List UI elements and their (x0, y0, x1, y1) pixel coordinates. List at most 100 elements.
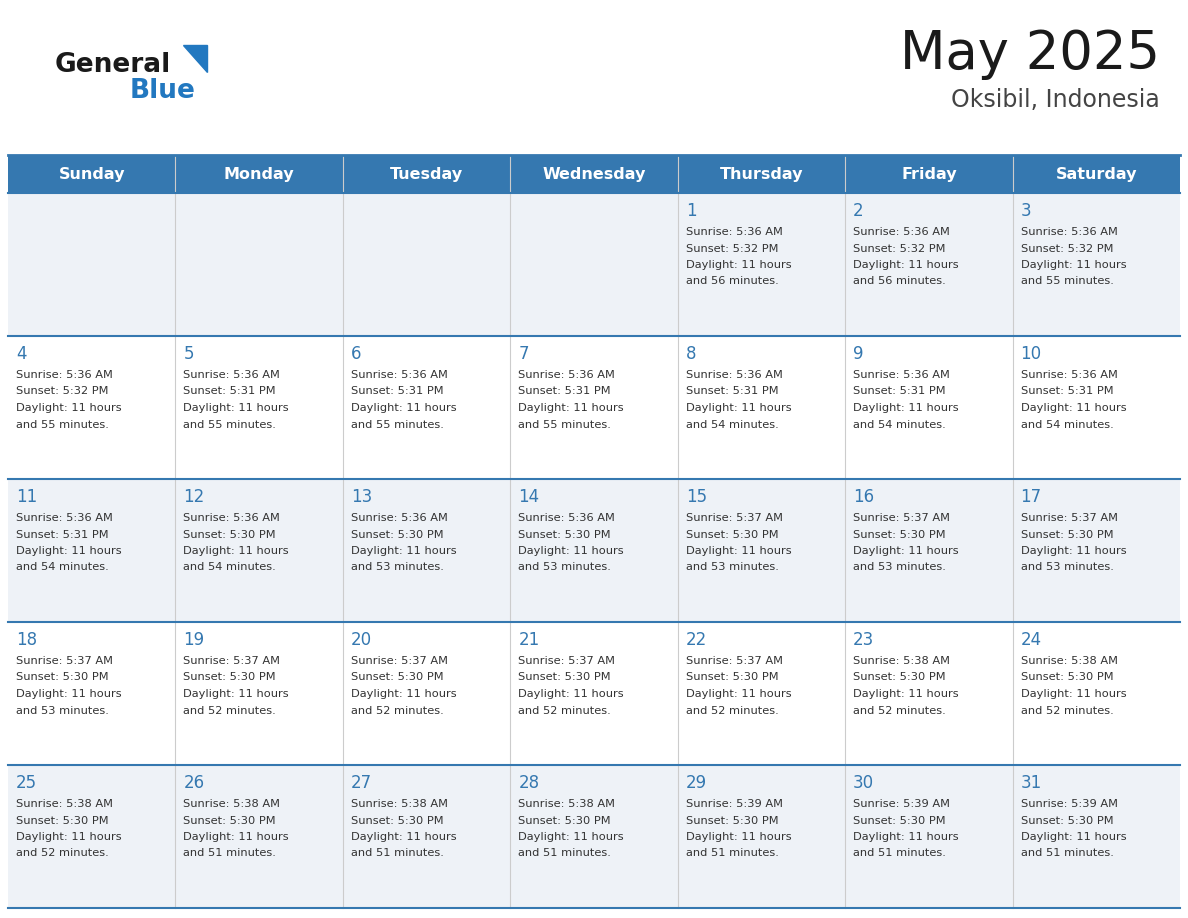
Text: Sunset: 5:30 PM: Sunset: 5:30 PM (15, 673, 108, 682)
Text: and 54 minutes.: and 54 minutes. (1020, 420, 1113, 430)
Text: and 53 minutes.: and 53 minutes. (1020, 563, 1113, 573)
Text: Daylight: 11 hours: Daylight: 11 hours (685, 403, 791, 413)
Text: May 2025: May 2025 (901, 28, 1159, 80)
Text: 14: 14 (518, 488, 539, 506)
Text: Sunset: 5:30 PM: Sunset: 5:30 PM (350, 530, 443, 540)
Text: Sunset: 5:31 PM: Sunset: 5:31 PM (15, 530, 108, 540)
Text: Daylight: 11 hours: Daylight: 11 hours (518, 832, 624, 842)
Text: and 51 minutes.: and 51 minutes. (1020, 848, 1113, 858)
Text: Sunset: 5:31 PM: Sunset: 5:31 PM (518, 386, 611, 397)
Text: 20: 20 (350, 631, 372, 649)
Text: Sunrise: 5:38 AM: Sunrise: 5:38 AM (183, 799, 280, 809)
Text: Sunrise: 5:38 AM: Sunrise: 5:38 AM (518, 799, 615, 809)
Text: 8: 8 (685, 345, 696, 363)
Text: Daylight: 11 hours: Daylight: 11 hours (518, 403, 624, 413)
Text: Sunrise: 5:37 AM: Sunrise: 5:37 AM (183, 656, 280, 666)
Text: Sunset: 5:30 PM: Sunset: 5:30 PM (15, 815, 108, 825)
Text: Sunset: 5:30 PM: Sunset: 5:30 PM (685, 673, 778, 682)
Text: Sunset: 5:30 PM: Sunset: 5:30 PM (183, 530, 276, 540)
Text: Sunrise: 5:36 AM: Sunrise: 5:36 AM (685, 227, 783, 237)
Text: 30: 30 (853, 774, 874, 792)
Text: Sunrise: 5:36 AM: Sunrise: 5:36 AM (183, 513, 280, 523)
Text: Sunrise: 5:36 AM: Sunrise: 5:36 AM (518, 513, 615, 523)
Text: 26: 26 (183, 774, 204, 792)
Text: and 52 minutes.: and 52 minutes. (15, 848, 109, 858)
Text: Daylight: 11 hours: Daylight: 11 hours (1020, 689, 1126, 699)
Text: Daylight: 11 hours: Daylight: 11 hours (15, 546, 121, 556)
Text: Sunrise: 5:36 AM: Sunrise: 5:36 AM (685, 370, 783, 380)
Text: and 53 minutes.: and 53 minutes. (518, 563, 611, 573)
Text: Sunrise: 5:37 AM: Sunrise: 5:37 AM (685, 513, 783, 523)
Text: and 55 minutes.: and 55 minutes. (15, 420, 109, 430)
Text: Daylight: 11 hours: Daylight: 11 hours (685, 260, 791, 270)
Text: and 52 minutes.: and 52 minutes. (518, 706, 611, 715)
Bar (8, 479, 1180, 622)
Text: Sunrise: 5:37 AM: Sunrise: 5:37 AM (518, 656, 615, 666)
Text: Saturday: Saturday (1055, 166, 1137, 182)
Text: and 52 minutes.: and 52 minutes. (853, 706, 946, 715)
Text: and 51 minutes.: and 51 minutes. (518, 848, 611, 858)
Text: General: General (55, 52, 171, 78)
Polygon shape (183, 45, 207, 72)
Text: 22: 22 (685, 631, 707, 649)
Text: and 55 minutes.: and 55 minutes. (518, 420, 611, 430)
Text: Sunset: 5:30 PM: Sunset: 5:30 PM (350, 673, 443, 682)
Text: Daylight: 11 hours: Daylight: 11 hours (853, 832, 959, 842)
Text: 6: 6 (350, 345, 361, 363)
Text: Sunset: 5:30 PM: Sunset: 5:30 PM (1020, 673, 1113, 682)
Text: Sunrise: 5:37 AM: Sunrise: 5:37 AM (1020, 513, 1118, 523)
Text: and 51 minutes.: and 51 minutes. (183, 848, 277, 858)
Text: Sunrise: 5:37 AM: Sunrise: 5:37 AM (350, 656, 448, 666)
Text: Tuesday: Tuesday (390, 166, 463, 182)
Text: 17: 17 (1020, 488, 1042, 506)
Bar (8, 765, 1180, 908)
Text: Sunrise: 5:37 AM: Sunrise: 5:37 AM (853, 513, 950, 523)
Text: 19: 19 (183, 631, 204, 649)
Text: Sunrise: 5:37 AM: Sunrise: 5:37 AM (15, 656, 113, 666)
Text: Friday: Friday (901, 166, 956, 182)
Text: 18: 18 (15, 631, 37, 649)
Text: Oksibil, Indonesia: Oksibil, Indonesia (952, 88, 1159, 112)
Text: Sunrise: 5:38 AM: Sunrise: 5:38 AM (1020, 656, 1118, 666)
Text: Daylight: 11 hours: Daylight: 11 hours (518, 546, 624, 556)
Bar (8, 155, 1180, 193)
Text: 10: 10 (1020, 345, 1042, 363)
Text: and 56 minutes.: and 56 minutes. (853, 276, 946, 286)
Text: 31: 31 (1020, 774, 1042, 792)
Text: Daylight: 11 hours: Daylight: 11 hours (350, 832, 456, 842)
Text: Sunset: 5:30 PM: Sunset: 5:30 PM (183, 815, 276, 825)
Bar (8, 336, 1180, 479)
Text: 2: 2 (853, 202, 864, 220)
Text: and 52 minutes.: and 52 minutes. (685, 706, 778, 715)
Text: 9: 9 (853, 345, 864, 363)
Text: Daylight: 11 hours: Daylight: 11 hours (853, 546, 959, 556)
Text: Daylight: 11 hours: Daylight: 11 hours (15, 832, 121, 842)
Text: 7: 7 (518, 345, 529, 363)
Text: Daylight: 11 hours: Daylight: 11 hours (183, 689, 289, 699)
Text: and 52 minutes.: and 52 minutes. (350, 706, 443, 715)
Text: 4: 4 (15, 345, 26, 363)
Text: Sunset: 5:30 PM: Sunset: 5:30 PM (350, 815, 443, 825)
Text: Sunset: 5:30 PM: Sunset: 5:30 PM (853, 673, 946, 682)
Text: and 54 minutes.: and 54 minutes. (183, 563, 276, 573)
Text: Sunset: 5:30 PM: Sunset: 5:30 PM (853, 530, 946, 540)
Text: 27: 27 (350, 774, 372, 792)
Text: Sunrise: 5:36 AM: Sunrise: 5:36 AM (518, 370, 615, 380)
Text: Sunrise: 5:39 AM: Sunrise: 5:39 AM (1020, 799, 1118, 809)
Bar (8, 622, 1180, 765)
Text: Daylight: 11 hours: Daylight: 11 hours (1020, 546, 1126, 556)
Text: and 51 minutes.: and 51 minutes. (853, 848, 946, 858)
Text: Daylight: 11 hours: Daylight: 11 hours (183, 832, 289, 842)
Text: Sunrise: 5:36 AM: Sunrise: 5:36 AM (1020, 370, 1118, 380)
Text: and 55 minutes.: and 55 minutes. (1020, 276, 1113, 286)
Text: 3: 3 (1020, 202, 1031, 220)
Text: and 51 minutes.: and 51 minutes. (685, 848, 778, 858)
Text: Sunset: 5:32 PM: Sunset: 5:32 PM (685, 243, 778, 253)
Text: Sunrise: 5:38 AM: Sunrise: 5:38 AM (350, 799, 448, 809)
Text: and 55 minutes.: and 55 minutes. (350, 420, 444, 430)
Text: 25: 25 (15, 774, 37, 792)
Bar (8, 193, 1180, 336)
Text: Sunset: 5:31 PM: Sunset: 5:31 PM (1020, 386, 1113, 397)
Text: Sunset: 5:30 PM: Sunset: 5:30 PM (518, 530, 611, 540)
Text: 13: 13 (350, 488, 372, 506)
